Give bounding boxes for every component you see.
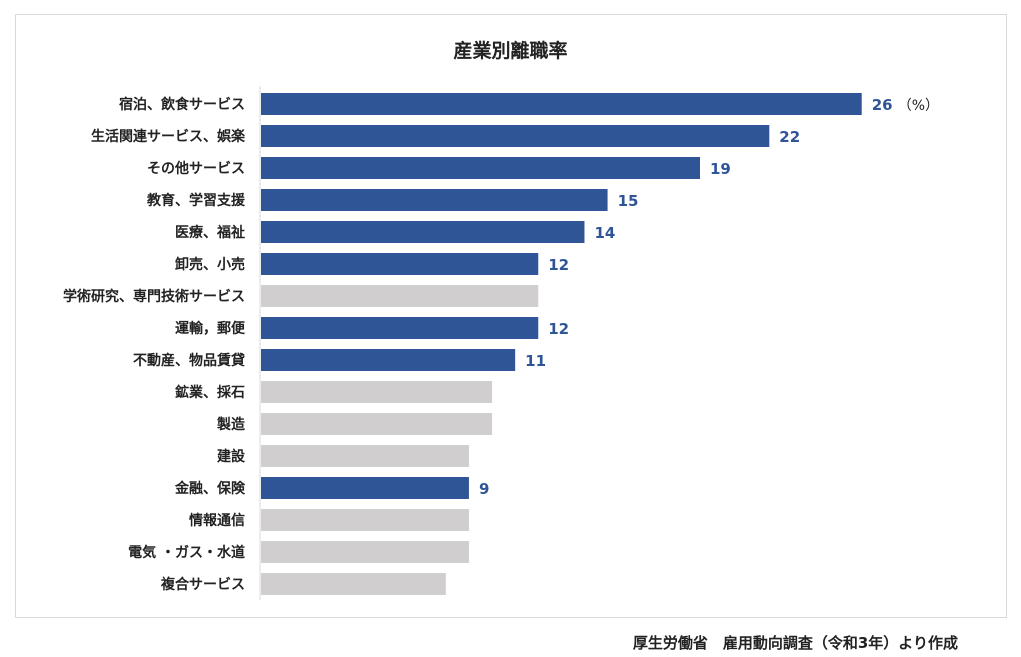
bar [261, 189, 608, 211]
bar [261, 509, 469, 531]
bar [261, 253, 539, 275]
bar [261, 93, 862, 115]
data-label: 12 [548, 256, 569, 274]
category-label: 製造 [216, 416, 245, 433]
bar [261, 541, 469, 563]
category-label: 生活関連サービス、娯楽 [91, 128, 246, 145]
category-label: 情報通信 [189, 512, 245, 529]
category-label: 運輸，郵便 [175, 320, 246, 337]
category-label: 電気 ・ガス・水道 [128, 544, 245, 561]
data-label: 11 [525, 352, 546, 370]
bar [261, 125, 770, 147]
category-label: 医療、福祉 [175, 224, 245, 241]
category-label: 不動産、物品賃貸 [133, 352, 245, 369]
data-label: 22 [779, 128, 800, 146]
category-label: 鉱業、採石 [175, 384, 245, 401]
chart-title: 産業別離職率 [453, 40, 568, 62]
category-label: 複合サービス [160, 576, 245, 593]
bar [261, 477, 469, 499]
bar [261, 349, 516, 371]
data-label: 9 [479, 480, 489, 498]
data-label: 19 [710, 160, 731, 178]
category-label: 建設 [217, 448, 246, 465]
bar [261, 381, 493, 403]
unit-label: （%） [898, 98, 939, 114]
data-label: 12 [548, 320, 569, 338]
bar [261, 221, 585, 243]
category-label: 教育、学習支援 [147, 192, 246, 209]
source-note: 厚生労働省 雇用動向調査（令和3年）より作成 [632, 634, 958, 652]
category-label: 卸売、小売 [175, 256, 245, 273]
category-label: 学術研究、専門技術サービス [63, 288, 245, 305]
data-label: 15 [618, 192, 639, 210]
data-label: 14 [594, 224, 615, 242]
bar [261, 413, 493, 435]
bar [261, 157, 700, 179]
data-label: 26 [872, 96, 893, 114]
category-label: 金融、保険 [174, 480, 246, 497]
bar [261, 317, 539, 339]
category-label: その他サービス [147, 160, 245, 177]
bar [261, 573, 446, 595]
bar [261, 445, 469, 467]
bar [261, 285, 539, 307]
category-label: 宿泊、飲食サービス [119, 96, 245, 113]
